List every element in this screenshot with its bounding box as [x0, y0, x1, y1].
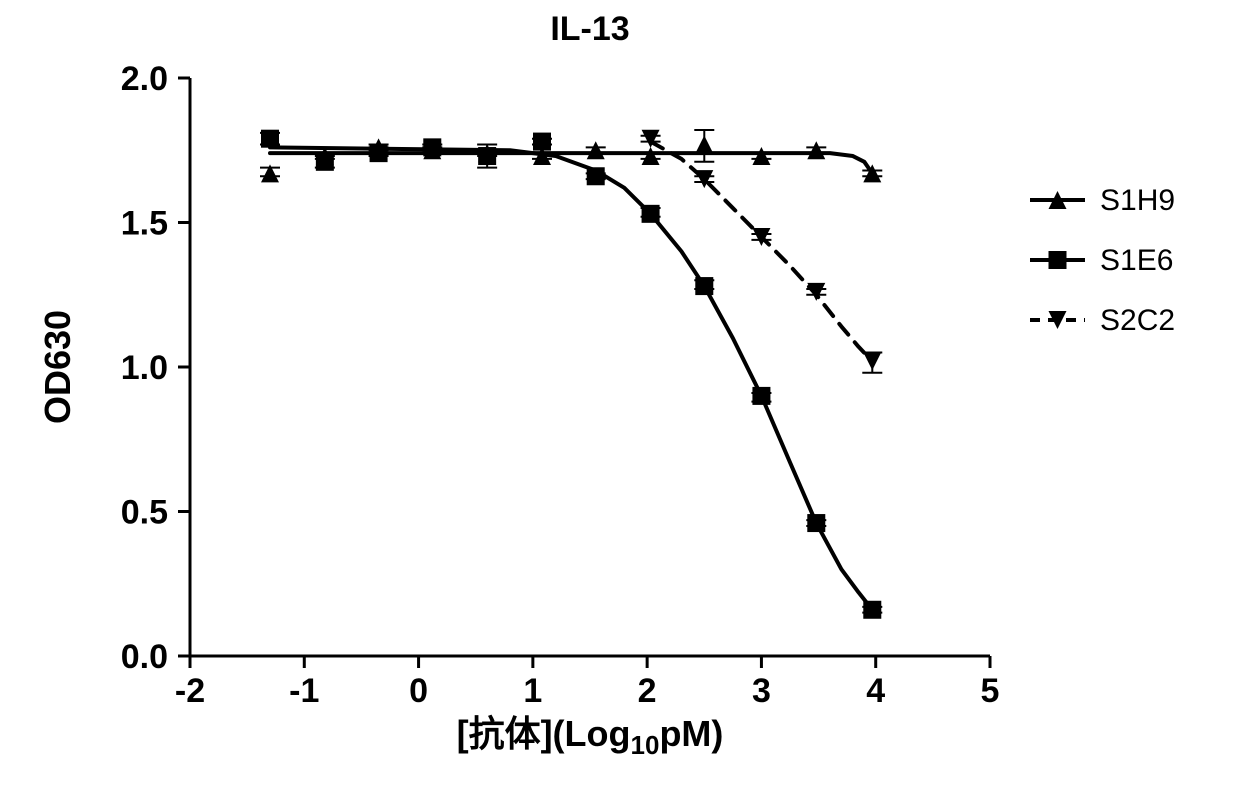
- y-tick-label: 0.5: [121, 494, 168, 532]
- square-marker-icon: [533, 133, 551, 151]
- legend-item-S1H9: S1H9: [1030, 184, 1175, 217]
- square-marker-icon: [261, 130, 279, 148]
- chart-svg: IL-13 -2 -1 0 1 2 3 4 5 0.0 0.5 1.0 1.5 2.0 OD630 [抗体](…: [0, 0, 1240, 804]
- triangle-down-marker-icon: [807, 283, 825, 301]
- x-tick-label: -2: [175, 672, 205, 710]
- square-marker-icon: [642, 205, 660, 223]
- triangle-up-marker-icon: [695, 135, 713, 153]
- square-marker-icon: [316, 153, 334, 171]
- y-tick-label: 0.0: [121, 638, 168, 676]
- square-marker-icon: [423, 138, 441, 156]
- square-marker-icon: [587, 167, 605, 185]
- x-tick-label: 5: [981, 672, 1000, 710]
- x-tick-label: 4: [866, 672, 885, 710]
- square-marker-icon: [807, 514, 825, 532]
- series-points-S2C2: [641, 130, 883, 373]
- square-marker-icon: [863, 601, 881, 619]
- y-tick-label: 2.0: [121, 60, 168, 98]
- series-line-S1E6: [270, 147, 872, 609]
- x-axis-label: [抗体](Log10pM): [457, 713, 724, 760]
- triangle-up-marker-icon: [752, 147, 770, 165]
- x-tick-label: -1: [289, 672, 319, 710]
- x-tick-label: 1: [523, 672, 542, 710]
- y-tick-label: 1.5: [121, 205, 168, 243]
- x-tick-label: 0: [409, 672, 428, 710]
- legend-item-S2C2: S2C2: [1030, 304, 1175, 337]
- chart-container: IL-13 -2 -1 0 1 2 3 4 5 0.0 0.5 1.0 1.5 2.0 OD630 [抗体](…: [0, 0, 1240, 804]
- square-marker-icon: [695, 277, 713, 295]
- triangle-up-marker-icon: [587, 141, 605, 159]
- triangle-down-marker-icon: [863, 352, 881, 370]
- chart-title: IL-13: [550, 10, 629, 48]
- square-marker-icon: [1049, 251, 1067, 269]
- square-marker-icon: [478, 147, 496, 165]
- series-line-S2C2: [651, 142, 873, 362]
- square-marker-icon: [752, 387, 770, 405]
- triangle-up-marker-icon: [807, 141, 825, 159]
- x-tick-label: 2: [638, 672, 657, 710]
- square-marker-icon: [370, 144, 388, 162]
- triangle-up-marker-icon: [642, 147, 660, 165]
- y-axis-label: OD630: [37, 310, 78, 424]
- x-tick-label: 3: [752, 672, 771, 710]
- legend-label: S1H9: [1100, 184, 1175, 217]
- legend-label: S1E6: [1100, 244, 1173, 277]
- legend-label: S2C2: [1100, 304, 1175, 337]
- y-tick-label: 1.0: [121, 349, 168, 387]
- legend-item-S1E6: S1E6: [1030, 244, 1173, 277]
- series-points-S1E6: [260, 130, 882, 619]
- series-points-S1H9: [260, 130, 882, 182]
